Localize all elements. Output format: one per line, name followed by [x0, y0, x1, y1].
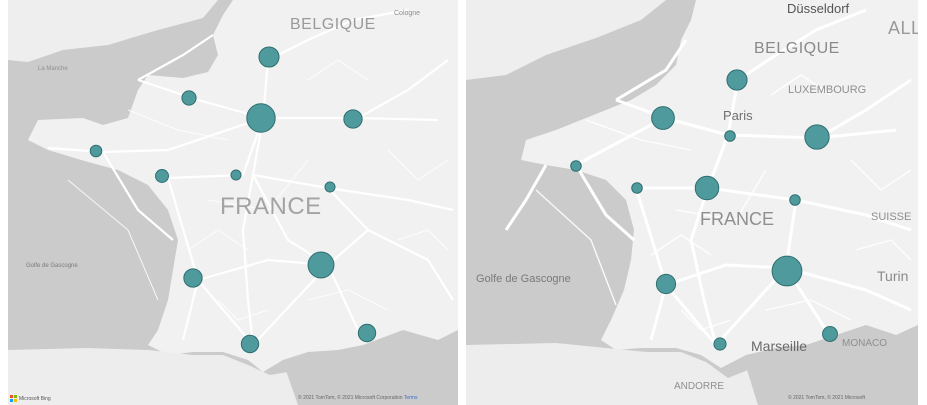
terms-link[interactable]: Terms — [403, 395, 418, 401]
label-belgique: BELGIQUE — [290, 16, 376, 33]
label-golfe-de-gascogne: Golfe de Gascogne — [476, 273, 571, 285]
label-turin: Turin — [877, 268, 909, 284]
map-bubble[interactable] — [246, 103, 276, 133]
label-marseille: Marseille — [751, 338, 808, 354]
label-belgique: BELGIQUE — [754, 40, 840, 57]
right-map-panel[interactable]: Düsseldorf BELGIQUE ALL LUXEMBOURG Paris… — [466, 0, 918, 405]
label-dusseldorf: Düsseldorf — [787, 1, 850, 16]
map-bubble[interactable] — [651, 106, 675, 130]
right-bubble-layer — [570, 69, 838, 351]
spain-landmass — [466, 343, 758, 405]
map-bubble[interactable] — [240, 334, 260, 354]
road-network — [504, 8, 912, 347]
map-bubble[interactable] — [804, 124, 830, 150]
map-bubble[interactable] — [183, 268, 203, 288]
left-map-panel[interactable]: BELGIQUE FRANCE Cologne La Manche Golfe … — [8, 0, 458, 405]
bing-logo-text: Microsoft Bing — [19, 395, 51, 402]
map-bubble[interactable] — [724, 130, 736, 142]
map-bubble[interactable] — [771, 255, 803, 287]
mediterranean-sea — [283, 340, 458, 405]
map-bubble[interactable] — [822, 326, 838, 342]
map-bubble[interactable] — [570, 160, 582, 172]
map-bubble[interactable] — [631, 182, 643, 194]
minor-roads — [535, 74, 912, 331]
label-all: ALL — [888, 18, 918, 38]
label-cologne: Cologne — [394, 10, 421, 17]
uk-landmass — [8, 0, 218, 62]
attribution-text: © 2021 TomTom, © 2021 Microsoft — [788, 395, 866, 401]
bing-logo: Microsoft Bing — [10, 395, 51, 402]
label-andorre: ANDORRE — [674, 381, 725, 392]
label-suisse: SUISSE — [871, 211, 912, 223]
map-attribution: © 2021 TomTom, © 2021 Microsoft Corporat… — [298, 395, 417, 401]
label-la-manche: La Manche — [38, 66, 68, 72]
mediterranean-sea — [744, 335, 918, 405]
map-bubble[interactable] — [155, 169, 169, 183]
attribution-text: © 2021 TomTom, © 2021 Microsoft Corporat… — [298, 395, 403, 401]
spain-landmass — [8, 348, 298, 405]
right-map-canvas[interactable] — [466, 0, 918, 405]
map-bubble[interactable] — [258, 46, 280, 68]
map-bubble[interactable] — [307, 251, 335, 279]
map-bubble[interactable] — [324, 181, 336, 193]
label-france: FRANCE — [700, 209, 775, 229]
label-monaco: MONACO — [842, 338, 887, 349]
minor-roads — [67, 59, 449, 321]
map-bubble[interactable] — [181, 90, 197, 106]
left-map-canvas[interactable] — [8, 0, 458, 405]
map-bubble[interactable] — [726, 69, 748, 91]
label-golfe-de-gascogne: Golfe de Gascogne — [26, 263, 78, 269]
label-luxembourg: LUXEMBOURG — [788, 84, 867, 96]
label-paris: Paris — [723, 108, 753, 123]
france-landmass — [28, 0, 458, 372]
map-bubble[interactable] — [343, 109, 363, 129]
map-bubble[interactable] — [713, 337, 727, 351]
panel-divider — [458, 0, 466, 405]
left-bubble-layer — [89, 46, 377, 354]
map-bubble[interactable] — [789, 194, 801, 206]
map-bubble[interactable] — [655, 273, 677, 295]
map-attribution: © 2021 TomTom, © 2021 Microsoft — [788, 395, 865, 401]
map-bubble[interactable] — [357, 323, 377, 343]
map-bubble[interactable] — [694, 175, 720, 201]
map-bubble[interactable] — [89, 144, 103, 158]
label-france: FRANCE — [220, 193, 322, 220]
uk-landmass — [466, 0, 666, 80]
map-bubble[interactable] — [230, 169, 242, 181]
